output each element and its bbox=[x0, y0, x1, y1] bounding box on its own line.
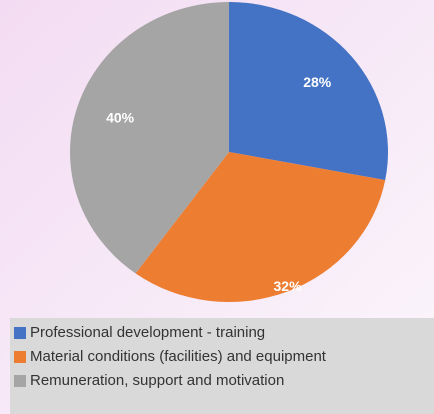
legend-label: Material conditions (facilities) and equ… bbox=[30, 348, 327, 365]
legend-label: Remuneration, support and motivation bbox=[30, 372, 284, 389]
legend-box bbox=[10, 318, 434, 414]
legend-swatch bbox=[14, 327, 26, 339]
data-label: 28% bbox=[303, 74, 332, 90]
pie-slice bbox=[70, 2, 229, 274]
pie-slice bbox=[229, 2, 389, 181]
legend-label: Professional development - training bbox=[30, 324, 265, 341]
data-label: 40% bbox=[106, 109, 135, 125]
data-label: 32% bbox=[274, 278, 303, 294]
legend-swatch bbox=[14, 375, 26, 387]
pie-slice bbox=[135, 152, 386, 302]
legend-swatch bbox=[14, 351, 26, 363]
